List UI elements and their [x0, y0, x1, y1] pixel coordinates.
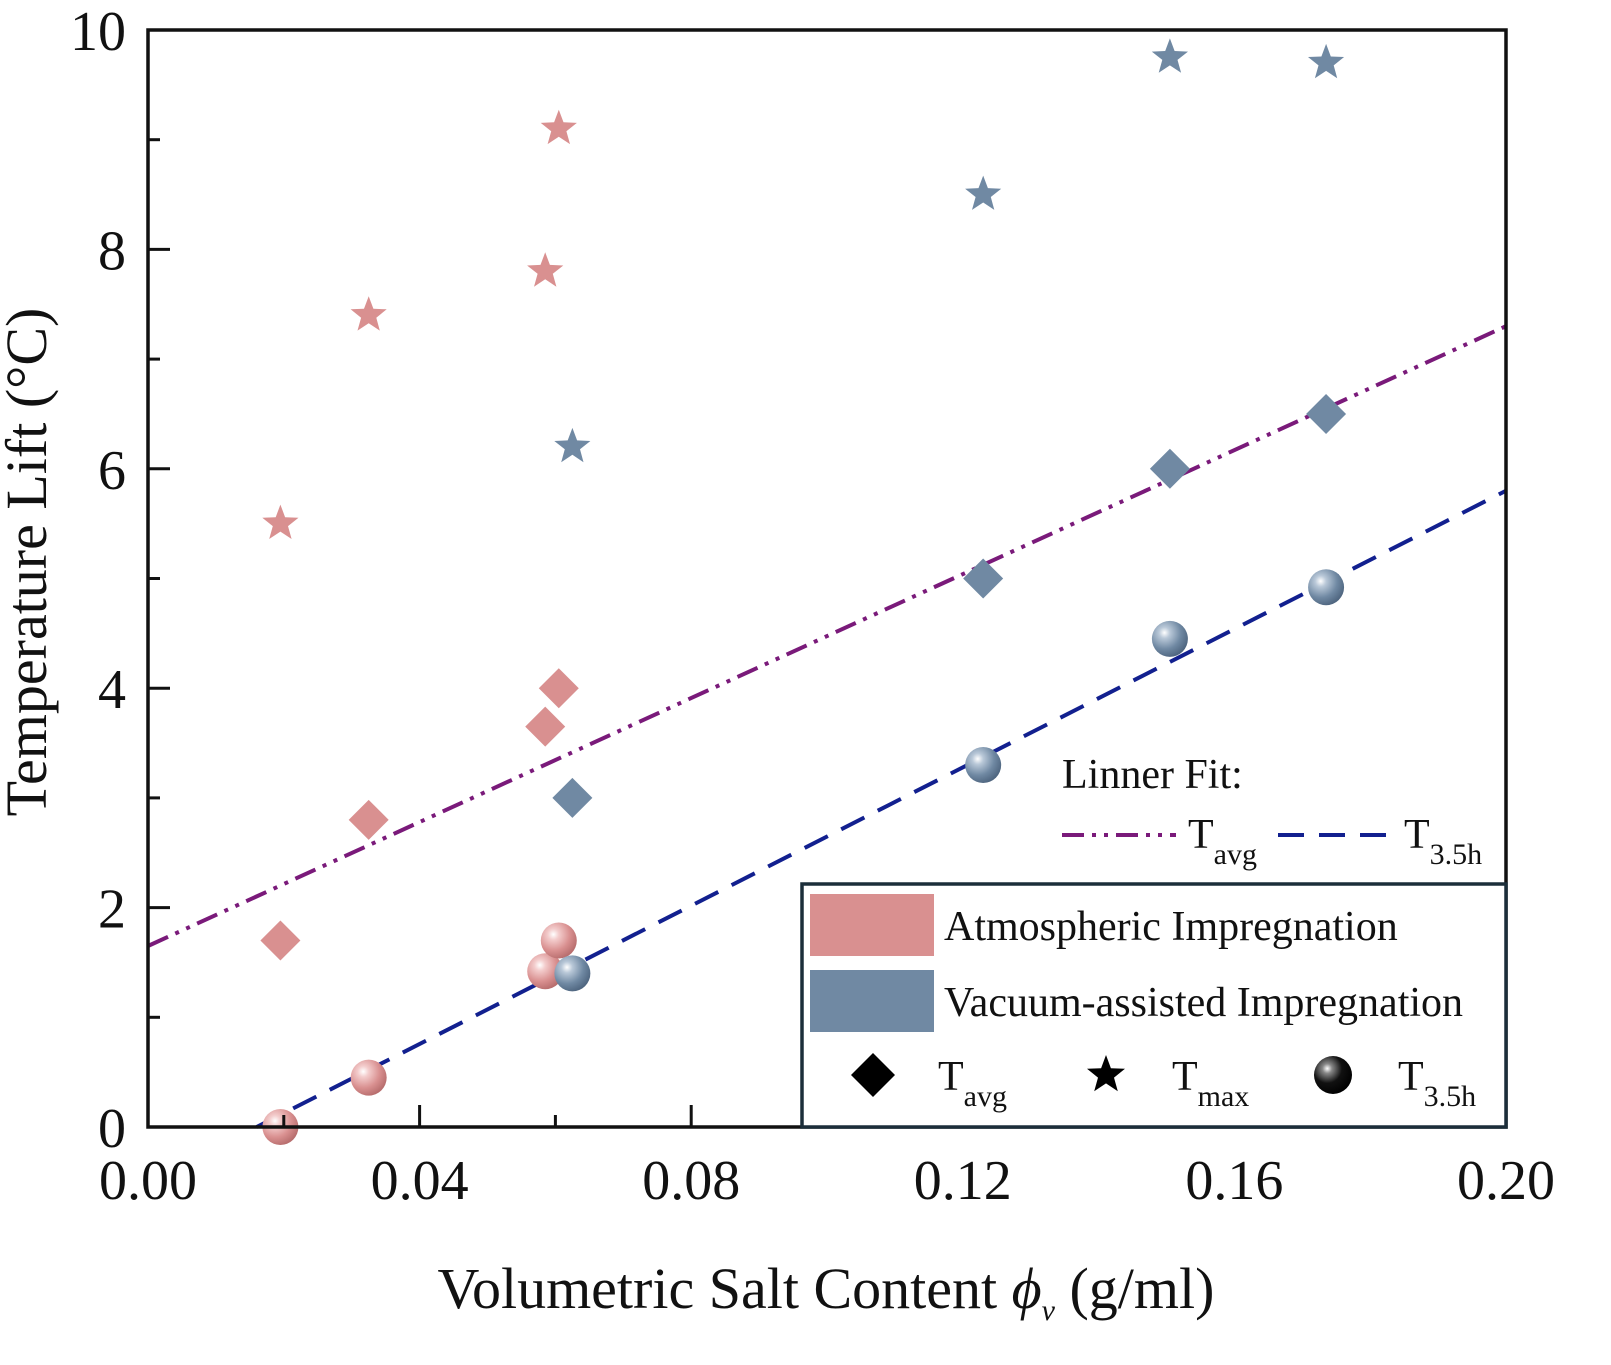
y-tick-label-1: 2: [98, 879, 126, 941]
fit-legend-label-35h-main: T: [1404, 812, 1430, 858]
y-tick-label-2: 4: [98, 659, 126, 721]
y-axis-title: Temperature Lift (°C): [0, 308, 59, 817]
point-vacuum-tavg-3: [1306, 393, 1347, 434]
point-atmospheric-tavg-0: [260, 920, 301, 961]
x-tick-label-3: 0.12: [914, 1150, 1012, 1212]
point-atmospheric-tavg-2: [525, 706, 566, 747]
y-tick-label-0: 0: [98, 1098, 126, 1160]
legend-marker-label-max: Tmax: [1172, 1054, 1249, 1113]
legend-swatch-atmospheric: [810, 894, 934, 956]
point-vacuum-tmax-0: [554, 427, 591, 463]
x-tick-label-5: 0.20: [1457, 1150, 1555, 1212]
legend: Atmospheric Impregnation Vacuum-assisted …: [800, 882, 1508, 1129]
fit-legend-title: Linner Fit:: [1062, 752, 1243, 798]
point-vacuum-t35h-0: [554, 955, 591, 992]
legend-swatch-vacuum: [810, 970, 934, 1032]
legend-marker-label-35h-main: T: [1398, 1054, 1424, 1100]
legend-marker-label-avg: Tavg: [938, 1054, 1007, 1113]
x-axis-title: Volumetric Salt Content ϕv (g/ml): [438, 1256, 1215, 1327]
x-tick-label-2: 0.08: [642, 1150, 740, 1212]
x-axis-title-symbol: ϕ: [1012, 1256, 1042, 1321]
legend-diamond-icon: [851, 1053, 895, 1097]
x-tick-label-0: 0.00: [99, 1150, 197, 1212]
point-atmospheric-tmax-3: [540, 109, 577, 145]
point-vacuum-tavg-2: [1149, 448, 1190, 489]
point-vacuum-tavg-1: [963, 558, 1004, 599]
fit-legend-label-avg-main: T: [1188, 812, 1214, 858]
point-atmospheric-tmax-0: [262, 504, 299, 539]
x-axis-title-prefix: Volumetric Salt Content: [438, 1256, 998, 1321]
point-atmospheric-tmax-1: [350, 296, 387, 331]
fit-legend-label-avg-sub: avg: [1214, 838, 1257, 871]
legend-marker-label-avg-sub: avg: [964, 1080, 1007, 1113]
legend-star-icon: [1087, 1055, 1125, 1092]
legend-label-vacuum: Vacuum-assisted Impregnation: [944, 980, 1463, 1026]
x-axis-title-symbol-sub: v: [1042, 1294, 1056, 1327]
x-tick-label-1: 0.04: [371, 1150, 469, 1212]
point-vacuum-tavg-0: [552, 777, 593, 818]
legend-label-atmospheric: Atmospheric Impregnation: [944, 904, 1398, 950]
point-atmospheric-tmax-2: [527, 252, 564, 287]
fit-line-35h: [255, 488, 1507, 1129]
y-tick-label-5: 10: [70, 1, 126, 63]
legend-sphere-icon: [1314, 1056, 1352, 1094]
point-vacuum-tmax-3: [1308, 43, 1345, 79]
point-vacuum-tmax-2: [1151, 38, 1188, 73]
y-tick-label-4: 8: [98, 220, 126, 282]
point-atmospheric-t35h-2: [527, 953, 564, 990]
point-atmospheric-t35h-1: [350, 1059, 387, 1096]
point-atmospheric-tavg-1: [348, 799, 389, 840]
point-atmospheric-tavg-3: [538, 668, 579, 709]
legend-marker-label-35h: T3.5h: [1398, 1054, 1476, 1113]
point-vacuum-tmax-1: [965, 175, 1002, 210]
fit-legend-label-35h: T3.5h: [1404, 812, 1482, 871]
point-vacuum-t35h-2: [1151, 620, 1188, 657]
legend-marker-label-avg-main: T: [938, 1054, 964, 1100]
legend-marker-label-35h-sub: 3.5h: [1424, 1080, 1477, 1113]
fit-legend-label-35h-sub: 3.5h: [1430, 838, 1483, 871]
fit-legend-label-avg: Tavg: [1188, 812, 1257, 871]
legend-marker-label-max-sub: max: [1198, 1080, 1250, 1113]
x-tick-label-4: 0.16: [1185, 1150, 1283, 1212]
fit-legend: Linner Fit: Tavg T3.5h: [1062, 752, 1482, 871]
y-tick-label-3: 6: [98, 440, 126, 502]
plot-area: [147, 38, 1507, 1145]
point-vacuum-t35h-1: [965, 746, 1002, 783]
fit-line-avg: [147, 324, 1507, 948]
point-vacuum-t35h-3: [1308, 569, 1345, 606]
point-atmospheric-t35h-3: [540, 922, 577, 959]
legend-marker-label-max-main: T: [1172, 1054, 1198, 1100]
x-axis-title-unit: (g/ml): [1069, 1256, 1214, 1321]
